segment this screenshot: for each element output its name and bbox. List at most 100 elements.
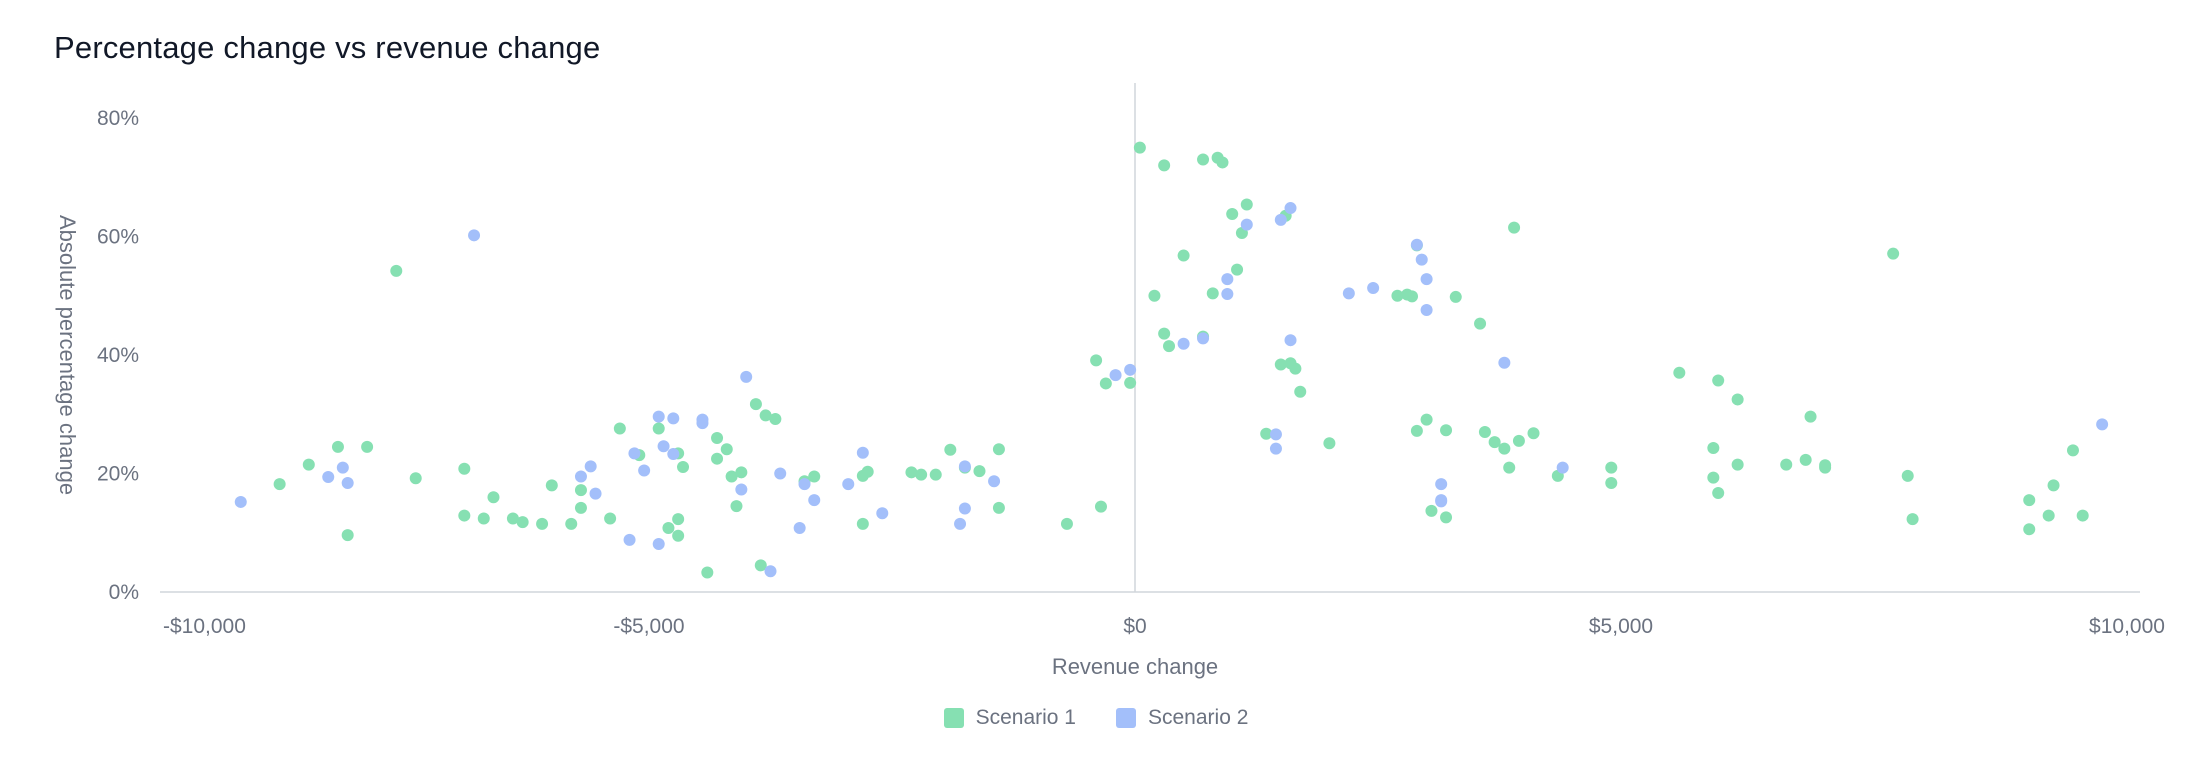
data-point[interactable]: [477, 512, 490, 525]
data-point[interactable]: [1124, 363, 1137, 376]
data-point[interactable]: [458, 462, 471, 475]
data-point[interactable]: [584, 460, 597, 473]
data-point[interactable]: [667, 412, 680, 425]
data-point[interactable]: [735, 466, 748, 479]
data-point[interactable]: [1819, 461, 1832, 474]
data-point[interactable]: [672, 529, 685, 542]
data-point[interactable]: [1284, 202, 1297, 215]
data-point[interactable]: [1367, 282, 1380, 295]
data-point[interactable]: [1415, 253, 1428, 266]
data-point[interactable]: [652, 410, 665, 423]
data-point[interactable]: [589, 487, 602, 500]
data-point[interactable]: [1206, 287, 1219, 300]
data-point[interactable]: [764, 565, 777, 578]
data-point[interactable]: [331, 440, 344, 453]
data-point[interactable]: [273, 478, 286, 491]
data-point[interactable]: [1498, 356, 1511, 369]
data-point[interactable]: [1240, 198, 1253, 211]
data-point[interactable]: [720, 443, 733, 456]
data-point[interactable]: [574, 501, 587, 514]
data-point[interactable]: [1799, 453, 1812, 466]
data-point[interactable]: [390, 264, 403, 277]
data-point[interactable]: [1731, 393, 1744, 406]
data-point[interactable]: [1435, 495, 1448, 508]
data-point[interactable]: [336, 461, 349, 474]
data-point[interactable]: [1440, 511, 1453, 524]
data-point[interactable]: [842, 478, 855, 491]
data-point[interactable]: [988, 475, 1001, 488]
data-point[interactable]: [754, 559, 767, 572]
data-point[interactable]: [711, 452, 724, 465]
data-point[interactable]: [1906, 513, 1919, 526]
data-point[interactable]: [516, 516, 529, 529]
data-point[interactable]: [1221, 273, 1234, 286]
data-point[interactable]: [1323, 437, 1336, 450]
data-point[interactable]: [1274, 213, 1287, 226]
data-point[interactable]: [361, 440, 374, 453]
data-point[interactable]: [1094, 500, 1107, 513]
data-point[interactable]: [992, 501, 1005, 514]
data-point[interactable]: [1060, 517, 1073, 530]
data-point[interactable]: [1887, 247, 1900, 260]
data-point[interactable]: [487, 491, 500, 504]
data-point[interactable]: [1435, 478, 1448, 491]
data-point[interactable]: [929, 468, 942, 481]
data-point[interactable]: [1231, 263, 1244, 276]
data-point[interactable]: [1124, 376, 1137, 389]
data-point[interactable]: [973, 465, 986, 478]
data-point[interactable]: [793, 522, 806, 535]
data-point[interactable]: [954, 517, 967, 530]
data-point[interactable]: [701, 566, 714, 579]
data-point[interactable]: [2047, 479, 2060, 492]
data-point[interactable]: [958, 502, 971, 515]
data-point[interactable]: [1148, 289, 1161, 302]
data-point[interactable]: [1527, 427, 1540, 440]
data-point[interactable]: [1090, 354, 1103, 367]
data-point[interactable]: [1269, 442, 1282, 455]
data-point[interactable]: [1391, 289, 1404, 302]
data-point[interactable]: [672, 513, 685, 526]
data-point[interactable]: [774, 467, 787, 480]
data-point[interactable]: [1556, 461, 1569, 474]
data-point[interactable]: [1410, 238, 1423, 251]
data-point[interactable]: [1712, 374, 1725, 387]
data-point[interactable]: [1099, 377, 1112, 390]
data-point[interactable]: [1478, 426, 1491, 439]
data-point[interactable]: [735, 483, 748, 496]
data-point[interactable]: [1420, 303, 1433, 316]
data-point[interactable]: [1488, 436, 1501, 449]
data-point[interactable]: [1216, 156, 1229, 169]
data-point[interactable]: [1274, 358, 1287, 371]
data-point[interactable]: [1410, 424, 1423, 437]
data-point[interactable]: [2096, 418, 2109, 431]
data-point[interactable]: [1707, 442, 1720, 455]
data-point[interactable]: [574, 484, 587, 497]
data-point[interactable]: [1707, 471, 1720, 484]
data-point[interactable]: [1406, 290, 1419, 303]
data-point[interactable]: [1420, 273, 1433, 286]
data-point[interactable]: [1712, 487, 1725, 500]
data-point[interactable]: [1163, 340, 1176, 353]
data-point[interactable]: [667, 447, 680, 460]
legend-item-scenario-2[interactable]: Scenario 2: [1116, 706, 1248, 730]
data-point[interactable]: [905, 466, 918, 479]
data-point[interactable]: [1420, 413, 1433, 426]
data-point[interactable]: [759, 409, 772, 422]
data-point[interactable]: [2023, 494, 2036, 507]
data-point[interactable]: [944, 443, 957, 456]
data-point[interactable]: [696, 417, 709, 430]
data-point[interactable]: [798, 478, 811, 491]
data-point[interactable]: [638, 464, 651, 477]
data-point[interactable]: [1177, 337, 1190, 350]
data-point[interactable]: [1177, 249, 1190, 262]
data-point[interactable]: [341, 476, 354, 489]
data-point[interactable]: [604, 512, 617, 525]
data-point[interactable]: [769, 412, 782, 425]
data-point[interactable]: [574, 470, 587, 483]
data-point[interactable]: [1498, 442, 1511, 455]
data-point[interactable]: [322, 471, 335, 484]
data-point[interactable]: [915, 468, 928, 481]
data-point[interactable]: [1158, 327, 1171, 340]
data-point[interactable]: [808, 494, 821, 507]
data-point[interactable]: [1512, 434, 1525, 447]
